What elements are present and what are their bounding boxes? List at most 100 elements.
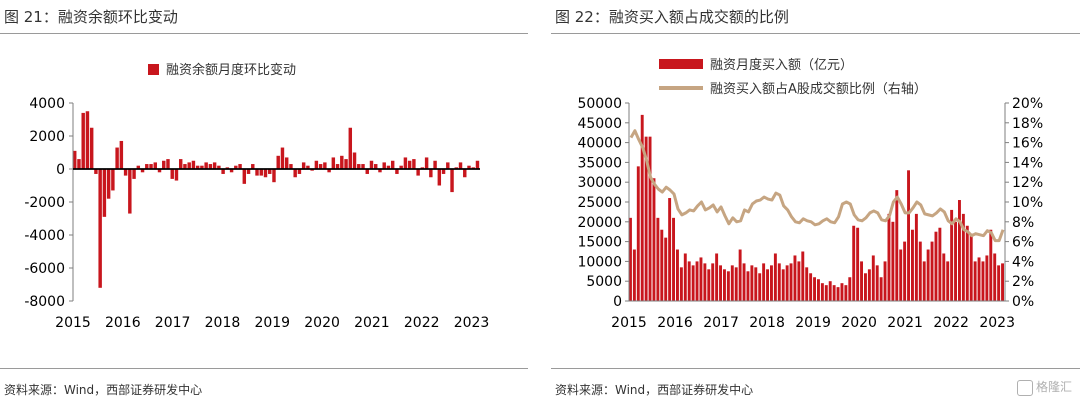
data-bar [441, 169, 446, 174]
x-tick-label: 2023 [454, 315, 490, 331]
data-bar [424, 157, 429, 169]
data-bar [875, 265, 879, 301]
data-bar [766, 269, 769, 301]
left-y-tick-label: 25000 [577, 195, 622, 211]
data-bar [208, 164, 213, 169]
figure-21-top-rule [0, 33, 528, 34]
data-bar [340, 155, 344, 169]
data-bar [895, 190, 899, 301]
data-bar [437, 169, 442, 186]
data-bar [699, 257, 703, 301]
data-bar [106, 169, 111, 199]
data-bar [989, 229, 993, 301]
x-tick-label: 2015 [55, 315, 91, 331]
data-bar [89, 127, 94, 169]
watermark-text: 格隆汇 [1035, 380, 1072, 394]
data-bar [809, 273, 813, 301]
data-bar [268, 169, 272, 174]
left-y-tick-label: 15000 [577, 235, 622, 251]
left-y-tick-label: 45000 [577, 116, 622, 132]
data-bar [723, 269, 726, 301]
data-bar [221, 169, 225, 174]
data-bar [212, 162, 217, 169]
x-tick-label: 2016 [105, 315, 141, 331]
y-tick-label: -4000 [24, 228, 65, 244]
data-bar [738, 249, 742, 301]
y-tick-label: 0 [56, 162, 65, 178]
data-bar [777, 263, 781, 301]
legend-line-label: 融资买入额占A股成交额比例（右轴） [710, 81, 927, 97]
data-bar [644, 136, 648, 301]
data-bar [263, 169, 268, 178]
data-bar [703, 263, 707, 301]
data-bar [867, 269, 871, 301]
y-tick-label: -6000 [24, 261, 65, 277]
data-bar [276, 155, 280, 169]
data-bar [98, 169, 102, 288]
left-y-tick-label: 0 [613, 294, 622, 310]
data-bar [284, 157, 289, 169]
data-bar [899, 249, 903, 301]
right-y-tick-label: 20% [1012, 96, 1043, 112]
data-bar [926, 249, 930, 301]
right-y-tick-label: 8% [1012, 215, 1034, 231]
data-bar [259, 169, 263, 176]
data-bar [742, 263, 746, 301]
data-bar [145, 164, 149, 169]
data-bar [166, 159, 170, 169]
data-bar [475, 160, 480, 169]
data-bar [629, 217, 632, 301]
data-bar [344, 159, 348, 169]
data-bar [170, 169, 174, 179]
data-bar [961, 213, 965, 301]
data-bar [801, 251, 805, 301]
data-bar [217, 165, 221, 169]
left-y-tick-label: 10000 [577, 254, 622, 270]
data-bar [911, 229, 914, 301]
data-bar [683, 253, 687, 301]
data-bar [656, 217, 660, 301]
data-bar [157, 169, 162, 173]
left-y-tick-label: 35000 [577, 155, 622, 171]
y-tick-label: 2000 [29, 129, 65, 145]
data-bar [817, 279, 820, 301]
data-bar [327, 169, 331, 173]
data-bar [119, 140, 124, 169]
data-bar [314, 160, 319, 169]
x-tick-label: 2023 [979, 315, 1015, 331]
figure-21-bottom-rule [0, 368, 528, 369]
x-tick-label: 2020 [841, 315, 877, 331]
figure-21-source: 资料来源：Wind，西部证券研发中心 [4, 383, 203, 397]
left-y-tick-label: 5000 [586, 274, 622, 290]
data-bar [306, 165, 310, 169]
data-bar [636, 166, 640, 301]
data-bar [1001, 263, 1004, 301]
data-bar [640, 114, 644, 301]
data-bar [973, 261, 977, 301]
data-bar [922, 261, 926, 301]
data-bar [204, 162, 208, 169]
data-bar [374, 164, 378, 169]
data-bar [149, 164, 153, 169]
right-y-tick-label: 12% [1012, 175, 1043, 191]
data-bar [115, 147, 119, 169]
data-bar [750, 265, 754, 301]
data-bar [632, 249, 636, 301]
data-bar [997, 265, 1001, 301]
data-bar [824, 285, 828, 301]
left-y-tick-label: 50000 [577, 96, 622, 112]
data-bar [191, 160, 196, 169]
data-bar [934, 231, 938, 301]
data-bar [871, 255, 875, 301]
right-y-tick-label: 0% [1012, 294, 1034, 310]
margin-buy-ratio-chart: 融资月度买入额（亿元） 融资买入额占A股成交额比例（右轴） 0 5000 10000 15… [577, 57, 1043, 331]
right-y-tick-label: 18% [1012, 116, 1043, 132]
data-bar [140, 169, 145, 173]
figure-22-bottom-rule [551, 368, 1080, 369]
data-bar [652, 178, 656, 301]
data-bar [773, 253, 777, 301]
data-bar [981, 261, 985, 301]
data-bar [77, 159, 81, 169]
data-bar [280, 147, 285, 169]
data-bar [719, 265, 722, 301]
